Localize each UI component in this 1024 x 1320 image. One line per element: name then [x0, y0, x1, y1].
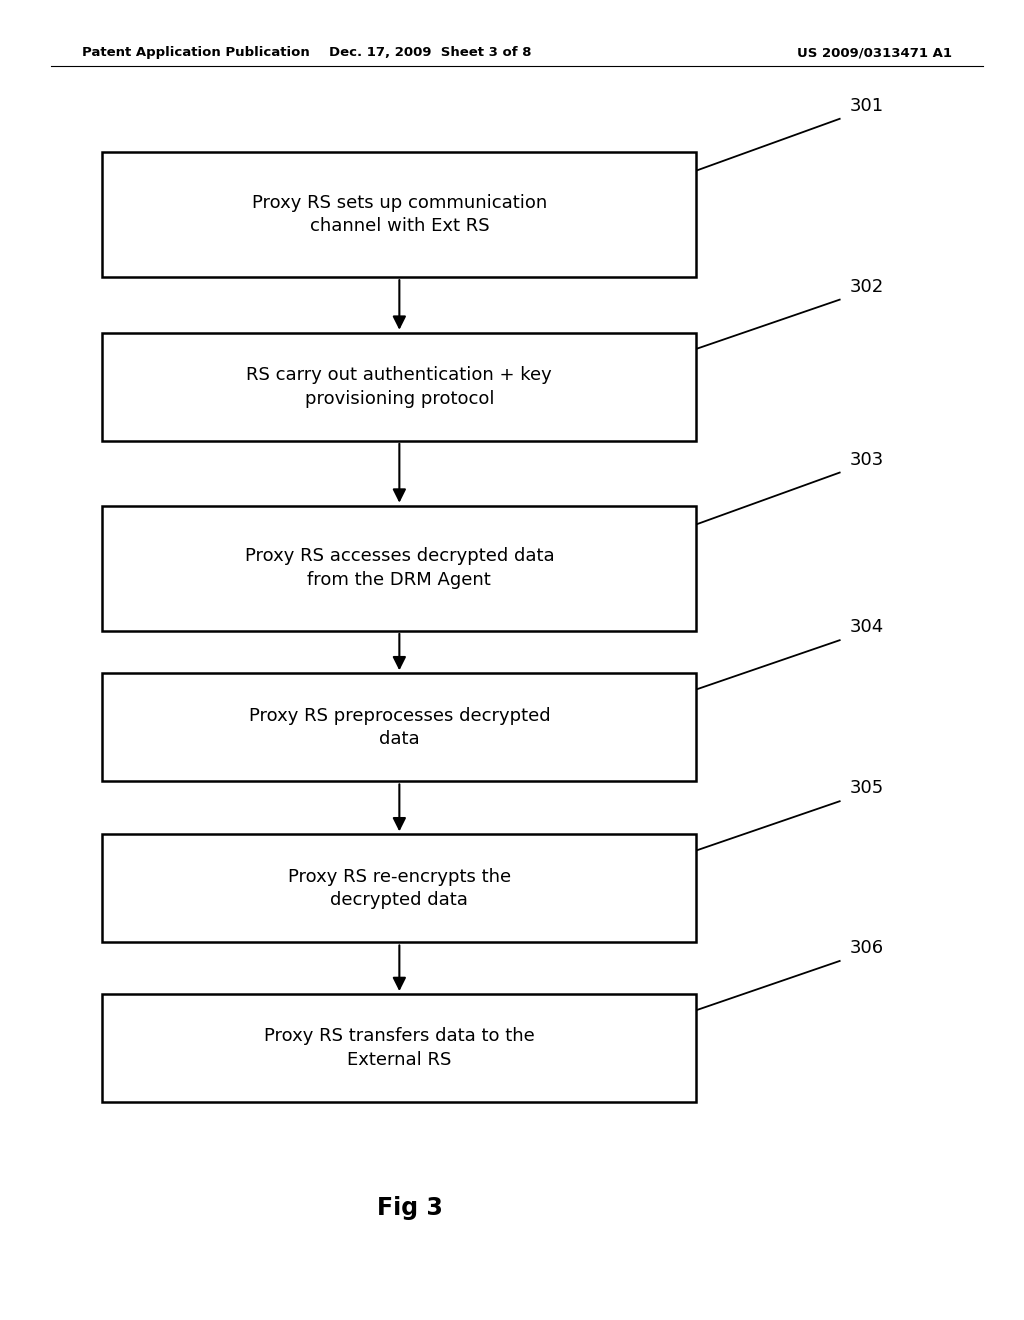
Text: Proxy RS accesses decrypted data
from the DRM Agent: Proxy RS accesses decrypted data from th… [245, 548, 554, 589]
Bar [102, 333, 696, 441]
Text: Proxy RS sets up communication
channel with Ext RS: Proxy RS sets up communication channel w… [252, 194, 547, 235]
Text: 304: 304 [850, 618, 884, 636]
Bar [102, 994, 696, 1102]
Text: Patent Application Publication: Patent Application Publication [82, 46, 309, 59]
Text: Proxy RS preprocesses decrypted
data: Proxy RS preprocesses decrypted data [249, 706, 550, 748]
Text: Proxy RS re-encrypts the
decrypted data: Proxy RS re-encrypts the decrypted data [288, 867, 511, 909]
Text: Fig 3: Fig 3 [377, 1196, 442, 1220]
Text: 306: 306 [850, 939, 884, 957]
Bar [102, 152, 696, 277]
Bar [102, 506, 696, 631]
Text: US 2009/0313471 A1: US 2009/0313471 A1 [798, 46, 952, 59]
Text: RS carry out authentication + key
provisioning protocol: RS carry out authentication + key provis… [247, 366, 552, 408]
Text: Proxy RS transfers data to the
External RS: Proxy RS transfers data to the External … [264, 1027, 535, 1069]
Bar [102, 673, 696, 781]
Text: 305: 305 [850, 779, 884, 797]
Text: Dec. 17, 2009  Sheet 3 of 8: Dec. 17, 2009 Sheet 3 of 8 [329, 46, 531, 59]
Text: 302: 302 [850, 277, 884, 296]
Text: 303: 303 [850, 450, 884, 469]
Bar [102, 834, 696, 942]
Text: 301: 301 [850, 96, 884, 115]
